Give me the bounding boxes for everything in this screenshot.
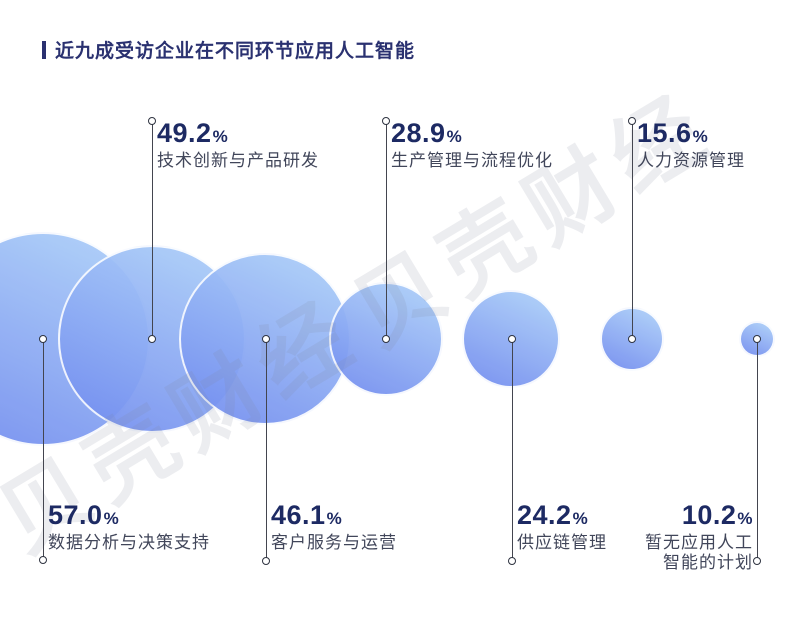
label-end-marker bbox=[507, 556, 516, 565]
title-accent-bar bbox=[42, 40, 46, 59]
chart-title: 近九成受访企业在不同环节应用人工智能 bbox=[55, 41, 416, 62]
category-text: 数据分析与决策支持 bbox=[48, 533, 210, 553]
connector-line bbox=[43, 339, 44, 560]
connector-line bbox=[386, 121, 387, 339]
category-text: 生产管理与流程优化 bbox=[391, 151, 553, 171]
percent-sign: % bbox=[446, 127, 463, 146]
value-text: 28.9% bbox=[391, 118, 463, 148]
percent-sign: % bbox=[212, 127, 229, 146]
value-text: 46.1% bbox=[271, 500, 343, 530]
value-text: 24.2% bbox=[517, 500, 589, 530]
percent-sign: % bbox=[103, 509, 120, 528]
bubble-center-marker bbox=[381, 334, 390, 343]
label-end-marker bbox=[752, 556, 761, 565]
bubble-center-marker bbox=[38, 334, 47, 343]
connector-line bbox=[512, 339, 513, 561]
connector-line bbox=[266, 339, 267, 561]
label-end-marker bbox=[261, 556, 270, 565]
category-text: 客户服务与运营 bbox=[271, 533, 397, 553]
percent-sign: % bbox=[692, 127, 709, 146]
data-label-data-analysis: 57.0% 数据分析与决策支持 bbox=[48, 501, 210, 553]
data-label-no-ai-plan: 10.2% 暂无应用人工 智能的计划 bbox=[645, 501, 753, 572]
value-text: 49.2% bbox=[157, 118, 229, 148]
label-end-marker bbox=[627, 116, 636, 125]
value-text: 57.0% bbox=[48, 500, 120, 530]
bubble-center-marker bbox=[261, 334, 270, 343]
label-end-marker bbox=[381, 116, 390, 125]
connector-line bbox=[757, 339, 758, 561]
percent-sign: % bbox=[326, 509, 343, 528]
bubble-center-marker bbox=[627, 334, 636, 343]
data-label-production-management: 28.9% 生产管理与流程优化 bbox=[391, 119, 553, 171]
value-text: 10.2% bbox=[681, 500, 753, 530]
chart-title-row: 近九成受访企业在不同环节应用人工智能 bbox=[42, 36, 415, 63]
connector-line bbox=[632, 121, 633, 339]
category-text: 人力资源管理 bbox=[637, 151, 745, 171]
value-text: 15.6% bbox=[637, 118, 709, 148]
data-label-customer-service: 46.1% 客户服务与运营 bbox=[271, 501, 397, 553]
bubble-center-marker bbox=[507, 334, 516, 343]
bubble-center-marker bbox=[147, 334, 156, 343]
category-text: 技术创新与产品研发 bbox=[157, 151, 319, 171]
category-text: 供应链管理 bbox=[517, 533, 607, 553]
data-label-supply-chain: 24.2% 供应链管理 bbox=[517, 501, 607, 553]
bubble-supply-chain bbox=[462, 290, 560, 388]
data-label-tech-innovation: 49.2% 技术创新与产品研发 bbox=[157, 119, 319, 171]
bubble-center-marker bbox=[752, 334, 761, 343]
label-end-marker bbox=[38, 556, 47, 564]
label-end-marker bbox=[147, 116, 156, 125]
category-text: 暂无应用人工 智能的计划 bbox=[645, 533, 753, 572]
percent-sign: % bbox=[737, 509, 753, 528]
connector-line bbox=[152, 121, 153, 339]
data-label-human-resources: 15.6% 人力资源管理 bbox=[637, 119, 745, 171]
percent-sign: % bbox=[572, 509, 589, 528]
